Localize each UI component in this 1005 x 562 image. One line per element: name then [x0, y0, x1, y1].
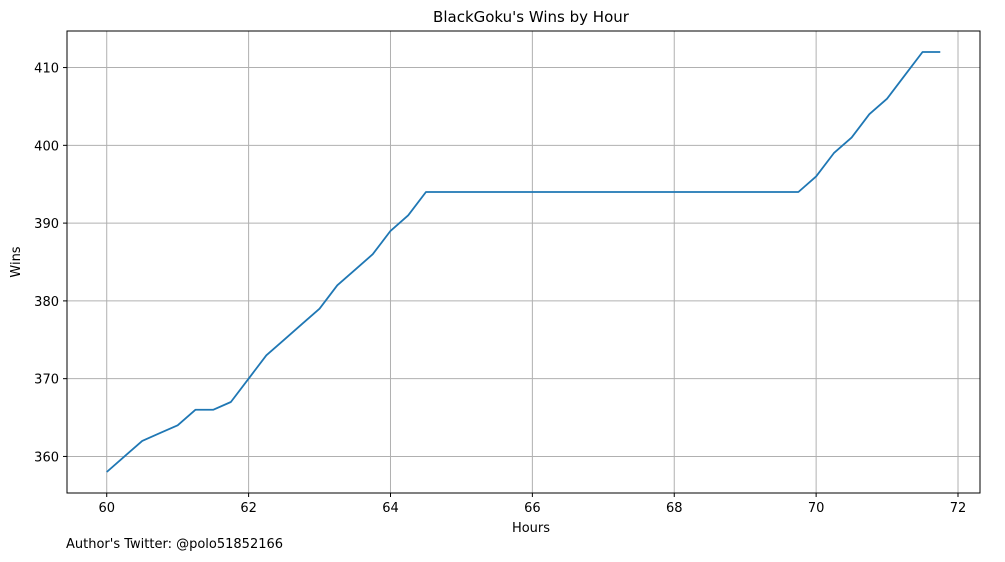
y-tick-label: 380	[34, 295, 59, 310]
x-tick-label: 66	[524, 501, 541, 516]
y-tick-label: 400	[34, 139, 59, 154]
author-credit: Author's Twitter: @polo51852166	[66, 537, 284, 552]
wins-series-line	[106, 51, 941, 473]
x-tick-label: 64	[382, 501, 399, 516]
x-tick-label: 70	[808, 501, 825, 516]
x-tick-label: 68	[666, 501, 683, 516]
plot-frame	[66, 30, 981, 494]
x-tick-label: 72	[950, 501, 967, 516]
grid-lines	[67, 31, 980, 493]
y-axis-ticks: 360 370 380 390 400 410	[34, 62, 67, 465]
y-tick-label: 360	[34, 450, 59, 465]
y-axis-label: Wins	[9, 246, 24, 277]
x-axis-label: Hours	[512, 521, 550, 536]
x-axis-ticks: 60 62 64 66 68 70 72	[98, 493, 966, 516]
chart-title: BlackGoku's Wins by Hour	[433, 8, 630, 26]
x-tick-label: 60	[98, 501, 115, 516]
series-group	[106, 51, 941, 473]
y-tick-label: 410	[34, 62, 59, 77]
x-tick-label: 62	[240, 501, 257, 516]
y-tick-label: 390	[34, 217, 59, 232]
y-tick-label: 370	[34, 373, 59, 388]
